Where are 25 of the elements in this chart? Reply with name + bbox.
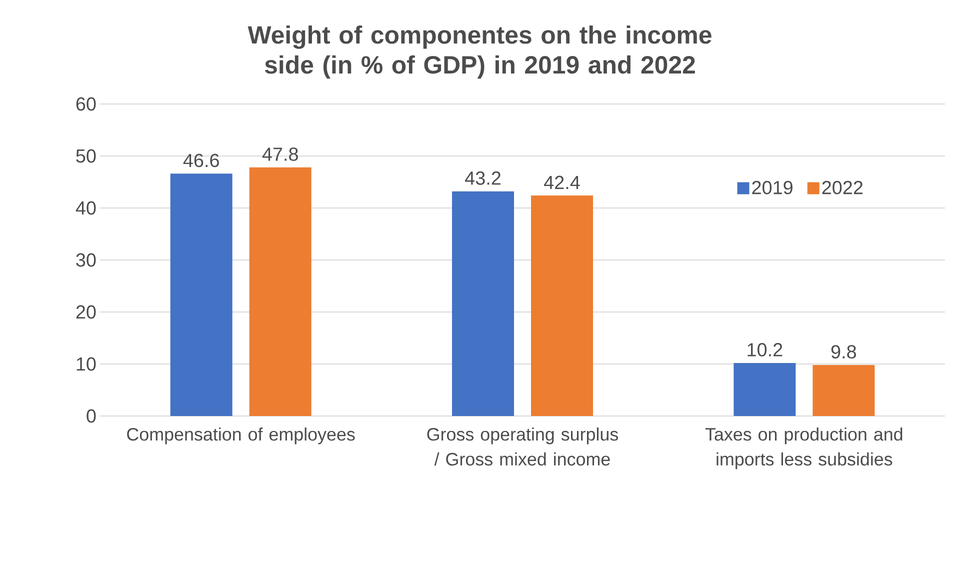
y-tick-label: 0 — [86, 409, 96, 423]
y-tick-label: 60 — [76, 97, 96, 111]
y-tick-label: 50 — [76, 149, 96, 163]
y-tick-label: 40 — [76, 201, 96, 215]
legend-label: 2019 — [752, 180, 792, 194]
x-tick-label: Gross operating surplus / Gross mixed income — [427, 428, 618, 466]
data-label: 42.4 — [544, 176, 580, 189]
data-label: 43.2 — [465, 171, 500, 185]
x-tick-label: Taxes on production and imports less subsidies — [705, 428, 902, 470]
data-label: 10.2 — [748, 343, 782, 356]
bar — [531, 196, 594, 416]
bar — [734, 362, 796, 416]
data-label: 9.8 — [831, 345, 856, 359]
bar — [170, 174, 232, 416]
bar — [452, 191, 514, 416]
y-tick-label: 10 — [76, 357, 96, 371]
chart-title: Weight of componentes on the income side (in % of GDP) in 2019 and 2022 — [248, 26, 712, 79]
data-label: 47.8 — [262, 148, 298, 161]
bar — [812, 365, 875, 416]
x-tick-label: Compensation of employees — [127, 428, 355, 444]
data-label: 46.6 — [183, 154, 219, 168]
y-tick-label: 20 — [76, 305, 96, 319]
y-tick-label: 30 — [76, 253, 96, 267]
bar — [249, 167, 312, 416]
legend-label: 2022 — [822, 180, 863, 194]
